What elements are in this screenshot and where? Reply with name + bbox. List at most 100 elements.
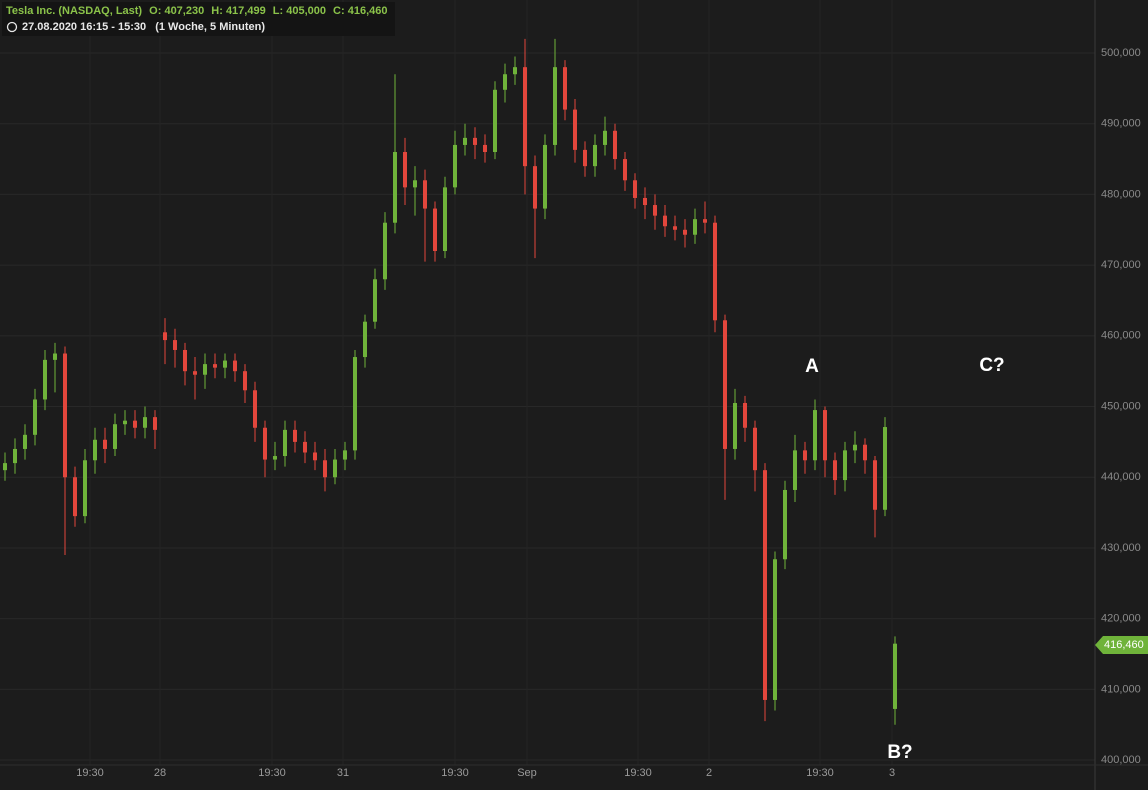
y-tick-label: 480,000 [1101,188,1141,200]
candle-body [473,137,477,145]
instrument: Tesla Inc. (NASDAQ, Last) [6,5,142,17]
candle-body [593,144,597,167]
candle-body [763,470,767,700]
candle-body [293,429,297,442]
y-tick-label: 500,000 [1101,47,1141,59]
candle-body [343,450,347,460]
range: 27.08.2020 16:15 - 15:30 [22,21,146,33]
y-tick-label: 400,000 [1101,754,1141,766]
annotation: A [805,356,819,377]
candle-body [743,403,747,428]
candle-body [313,452,317,461]
candle-body [173,340,177,350]
header-box [2,2,395,36]
clock-icon [6,21,18,33]
candle-body [283,429,287,457]
candle-body [433,208,437,251]
annotation: C? [979,355,1004,376]
candle-body [443,187,447,251]
candle-body [833,460,837,481]
candle-body [603,130,607,145]
close: C: 416,460 [333,5,387,17]
candle-body [333,459,337,478]
candle-body [153,417,157,430]
candle-body [103,439,107,449]
candle-body [533,166,537,209]
candle-body [453,144,457,188]
candle-body [683,229,687,235]
candle-body [873,460,877,510]
candle-body [583,149,587,167]
x-tick-label: 19:30 [806,767,834,779]
last-price: 416,460 [1104,639,1144,651]
candles [3,38,897,725]
header-line: Tesla Inc. (NASDAQ, Last) O: 407,230 H: … [6,5,387,17]
candle-body [33,399,37,435]
x-tick-label: 3 [889,767,895,779]
low: L: 405,000 [273,5,326,17]
candle-body [263,427,267,460]
candle-body [623,159,627,181]
candle-body [93,439,97,461]
candle-body [483,144,487,153]
x-tick-label: 28 [154,767,166,779]
candle-body [813,410,817,461]
candle-body [183,349,187,372]
interval: (1 Woche, 5 Minuten) [155,21,265,33]
y-tick-label: 440,000 [1101,471,1141,483]
candle-body [803,450,807,461]
candle-body [513,67,517,75]
candle-body [723,320,727,449]
candle-body [563,67,567,110]
candle-body [143,417,147,428]
candle-body [503,74,507,90]
candle-body [663,215,667,227]
candle-body [553,67,557,145]
candle-body [493,89,497,153]
candle-body [113,424,117,449]
candle-body [303,441,307,453]
candle-body [733,403,737,449]
candle-body [23,434,27,449]
y-tick-label: 490,000 [1101,118,1141,130]
candle-body [123,420,127,425]
candle-body [323,460,327,478]
candle-body [193,371,197,375]
header-line: 27.08.2020 16:15 - 15:30 (1 Woche, 5 Min… [22,21,265,33]
x-tick-label: 19:30 [76,767,104,779]
y-tick-label: 460,000 [1101,330,1141,342]
grid [0,52,1095,761]
candle-body [713,222,717,321]
candle-body [203,364,207,375]
candle-body [613,130,617,160]
candle-body [703,219,707,223]
candle-body [373,279,377,322]
candle-body [273,456,277,460]
candle-body [83,460,87,517]
candle-body [253,390,257,428]
candle-body [463,137,467,145]
candle-body [383,222,387,280]
candle-body [413,180,417,188]
candle-body [863,444,867,461]
x-tick-label: 19:30 [441,767,469,779]
price-tag [1095,636,1148,654]
candle-body [543,144,547,209]
y-tick-label: 410,000 [1101,683,1141,695]
candle-body [353,357,357,451]
y-tick-label: 430,000 [1101,542,1141,554]
annotation: B? [887,742,912,763]
x-tick-label: 19:30 [258,767,286,779]
open: O: 407,230 [149,5,204,17]
candle-body [633,180,637,198]
x-tick-label: 31 [337,767,349,779]
candle-body [523,67,527,167]
candle-body [133,420,137,428]
candle-body [233,360,237,372]
candle-body [53,353,57,360]
candle-body [793,450,797,490]
candle-body [393,152,397,223]
candle-body [243,371,247,391]
candle-body [773,559,777,700]
